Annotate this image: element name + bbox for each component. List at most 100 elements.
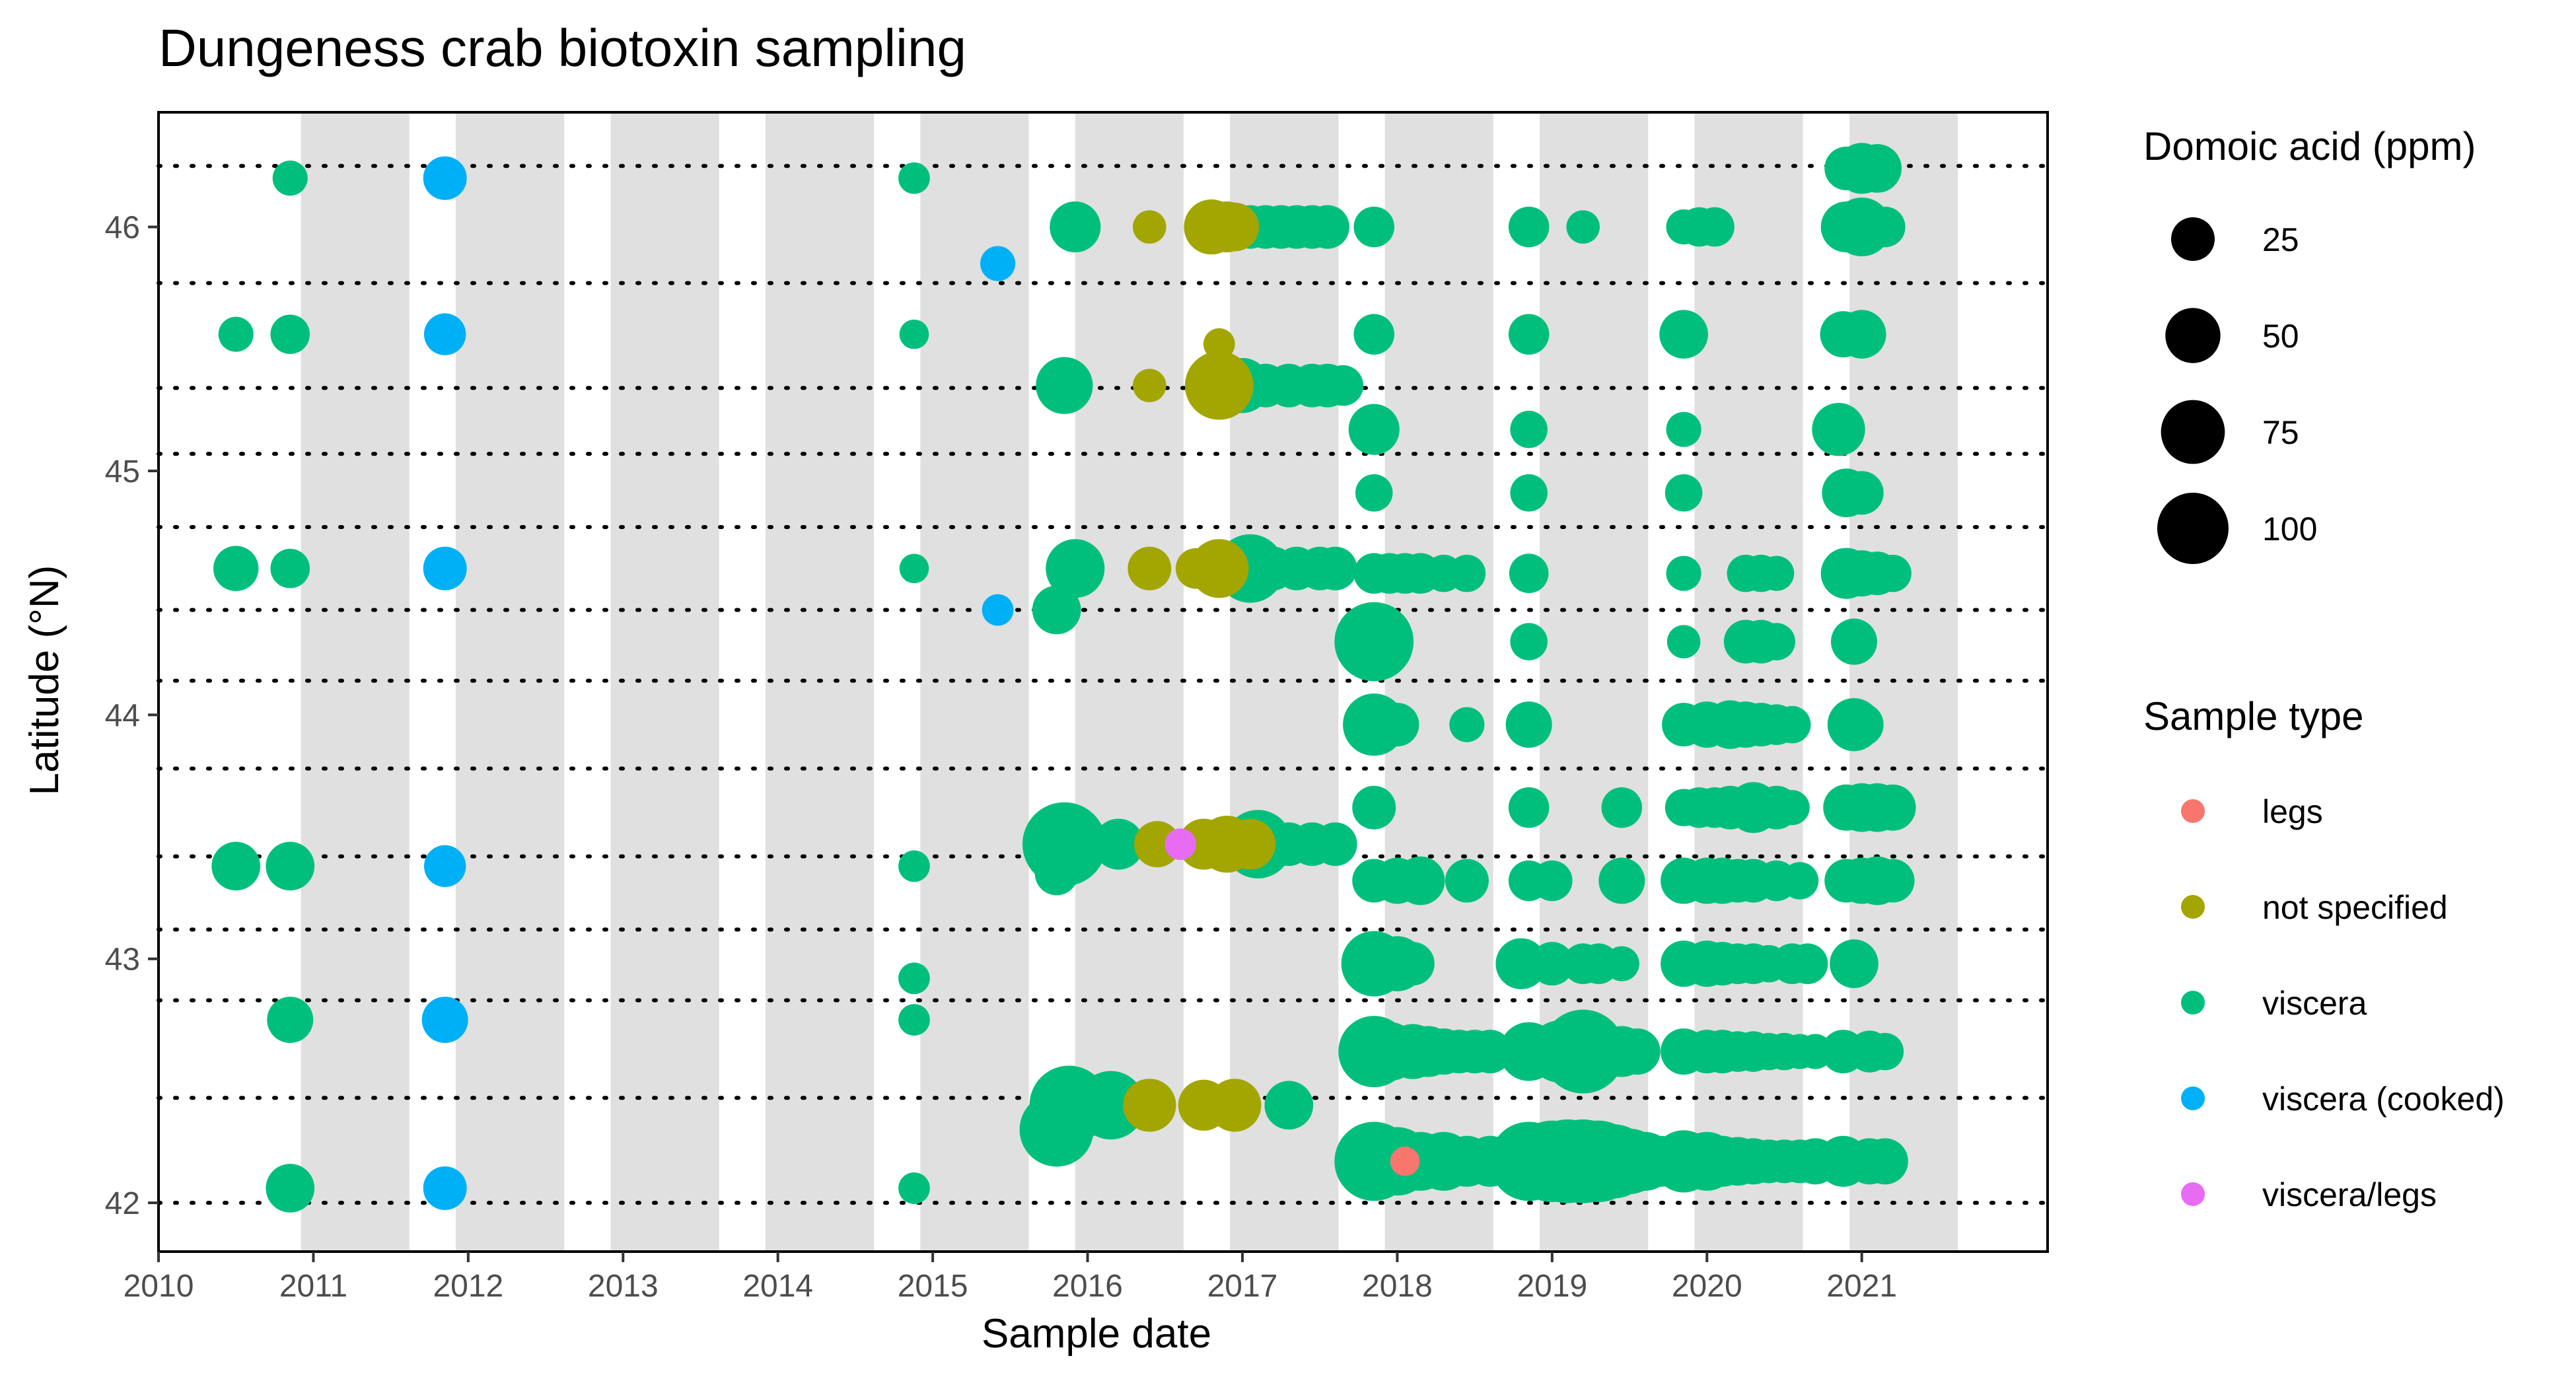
data-point xyxy=(1355,474,1393,512)
color-legend-key xyxy=(2181,1182,2205,1206)
data-point xyxy=(270,314,310,354)
data-point xyxy=(1353,206,1395,248)
data-point xyxy=(1203,328,1235,360)
data-point xyxy=(1853,144,1902,193)
data-point xyxy=(1390,1147,1420,1176)
data-point xyxy=(1034,851,1079,896)
season-band xyxy=(920,112,1029,1252)
data-point xyxy=(1566,210,1600,244)
data-point xyxy=(1508,206,1550,248)
data-point xyxy=(1445,859,1489,903)
y-tick-label: 44 xyxy=(105,698,140,733)
x-tick-label: 2015 xyxy=(898,1269,968,1304)
data-point xyxy=(982,594,1014,626)
y-tick-label: 43 xyxy=(105,942,140,978)
data-point xyxy=(1050,201,1101,253)
data-point xyxy=(1510,623,1548,660)
color-legend-title: Sample type xyxy=(2143,694,2364,738)
data-point xyxy=(1666,555,1701,591)
data-point xyxy=(270,548,310,588)
data-point xyxy=(1666,411,1701,447)
data-point xyxy=(1375,703,1419,747)
color-legend-key xyxy=(2181,1086,2205,1110)
size-legend-key xyxy=(2161,400,2225,464)
color-legend-label: viscera/legs xyxy=(2262,1176,2437,1213)
data-point xyxy=(266,1164,315,1213)
color-legend-label: viscera (cooked) xyxy=(2262,1081,2505,1118)
data-point xyxy=(1046,539,1105,598)
data-point xyxy=(1866,1032,1904,1071)
data-point xyxy=(898,962,930,995)
data-point xyxy=(1861,1138,1908,1185)
data-point xyxy=(423,546,467,590)
data-point xyxy=(1541,1009,1626,1094)
data-point xyxy=(423,845,466,888)
data-point xyxy=(1190,539,1249,598)
data-point xyxy=(1019,1092,1094,1167)
data-point xyxy=(1664,474,1703,512)
data-point xyxy=(1578,943,1619,984)
data-point xyxy=(421,997,468,1044)
data-point xyxy=(1774,790,1810,826)
data-point xyxy=(1208,1079,1262,1132)
data-point xyxy=(1758,623,1796,660)
data-point xyxy=(1598,857,1645,904)
size-legend-key xyxy=(2157,493,2229,564)
x-tick-label: 2019 xyxy=(1517,1269,1587,1304)
size-legend-label: 50 xyxy=(2262,318,2299,355)
size-legend-label: 75 xyxy=(2262,414,2299,451)
data-point xyxy=(1225,818,1276,870)
data-point xyxy=(1787,943,1828,984)
data-point xyxy=(1495,938,1547,989)
chart-title: Dungeness crab biotoxin sampling xyxy=(159,18,966,77)
data-point xyxy=(1659,310,1708,359)
data-point xyxy=(1468,1030,1513,1074)
data-point xyxy=(272,160,308,196)
data-point xyxy=(423,313,466,355)
size-legend-label: 25 xyxy=(2262,221,2299,258)
data-point xyxy=(1092,818,1145,870)
data-point xyxy=(267,997,314,1044)
data-point xyxy=(1449,707,1485,742)
data-point xyxy=(1133,369,1166,402)
y-axis-title: Latitude (°N) xyxy=(22,565,67,796)
data-point xyxy=(1322,365,1364,406)
data-point xyxy=(1133,210,1166,244)
x-tick-label: 2018 xyxy=(1362,1269,1433,1304)
data-point xyxy=(1076,1071,1145,1140)
data-point xyxy=(1530,942,1574,986)
data-point xyxy=(1505,701,1552,748)
data-point xyxy=(1781,862,1819,900)
color-legend-label: legs xyxy=(2262,793,2323,830)
data-point xyxy=(1313,822,1357,867)
size-legend: 25 50 75 100 xyxy=(2157,217,2317,564)
color-legend-key xyxy=(2181,991,2205,1014)
data-point xyxy=(1134,821,1181,868)
size-legend-key xyxy=(2171,217,2215,261)
data-point xyxy=(899,319,929,349)
data-point xyxy=(1759,555,1795,591)
size-legend-label: 100 xyxy=(2262,511,2317,548)
x-tick-label: 2010 xyxy=(124,1269,194,1304)
x-axis-ticks: 2010 2011 2012 2013 2014 2015 2016 2017 2018 2019… xyxy=(124,1252,1897,1304)
data-point xyxy=(266,841,315,891)
data-point xyxy=(1264,1081,1314,1130)
data-point xyxy=(898,850,930,882)
data-point xyxy=(1837,310,1886,359)
data-point xyxy=(1695,207,1735,247)
data-point xyxy=(899,553,929,584)
color-legend-key xyxy=(2181,895,2205,919)
data-point xyxy=(1123,1079,1176,1132)
data-point xyxy=(423,1166,467,1210)
data-point xyxy=(1334,602,1414,682)
data-point xyxy=(1448,554,1486,592)
x-tick-label: 2012 xyxy=(433,1269,503,1304)
y-axis-ticks: 42 43 44 45 46 xyxy=(105,211,159,1221)
data-point xyxy=(1184,351,1254,420)
data-point xyxy=(1614,1028,1661,1075)
color-legend-label: viscera xyxy=(2262,985,2367,1022)
x-tick-label: 2013 xyxy=(588,1269,659,1304)
data-point xyxy=(423,156,467,200)
data-point xyxy=(1305,205,1349,249)
